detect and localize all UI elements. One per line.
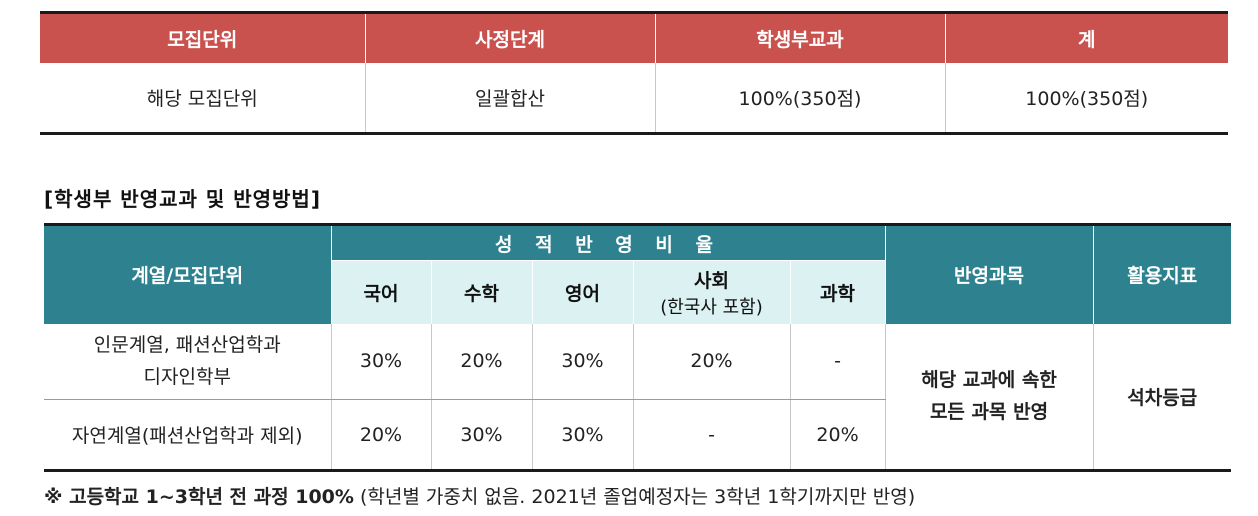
footnote: ※ 고등학교 1~3학년 전 과정 100% (학년별 가중치 없음. 2021… xyxy=(44,482,915,509)
row1-unit-line2: 디자인학부 xyxy=(143,366,231,389)
subjects-reflected: 해당 교과에 속한 모든 과목 반영 xyxy=(884,323,1094,471)
header-english: 영어 xyxy=(531,260,633,324)
header-social: 사회 (한국사 포함) xyxy=(632,260,790,324)
row2-science: 20% xyxy=(789,399,886,471)
header-korean: 국어 xyxy=(330,260,431,324)
cell-record: 100%(350점) xyxy=(654,63,945,134)
header-total: 계 xyxy=(944,12,1228,63)
subjects-reflected-line2: 모든 과목 반영 xyxy=(929,401,1049,424)
cell-stage: 일괄합산 xyxy=(364,63,655,134)
row1-social: 20% xyxy=(632,323,790,400)
row1-unit-line1: 인문계열, 패션산업학과 xyxy=(93,334,281,357)
header-unit: 모집단위 xyxy=(40,12,365,63)
row1-unit: 인문계열, 패션산업학과 디자인학부 xyxy=(44,323,331,400)
row2-korean: 20% xyxy=(330,399,431,471)
footnote-bold: ※ 고등학교 1~3학년 전 과정 100% xyxy=(44,486,354,508)
row1-korean: 30% xyxy=(330,323,431,400)
header-row-1: 계열/모집단위 성 적 반 영 비 율 반영과목 활용지표 xyxy=(44,224,1232,324)
header-social-sub: (한국사 포함) xyxy=(660,296,763,318)
admission-data-row: 해당 모집단위 일괄합산 100%(350점) 100%(350점) xyxy=(40,63,1228,134)
subjects-reflected-line1: 해당 교과에 속한 xyxy=(921,369,1057,392)
header-unit-col: 계열/모집단위 xyxy=(44,224,331,324)
table-row: 인문계열, 패션산업학과 디자인학부 30% 20% 30% 20% - 해당 … xyxy=(44,323,1232,471)
header-math: 수학 xyxy=(430,260,532,324)
row1-english: 30% xyxy=(531,323,633,400)
header-record: 학생부교과 xyxy=(654,12,945,63)
table-row: 자연계열(패션산업학과 제외) 20% 30% 30% - 20% xyxy=(44,399,1231,471)
row1-math: 20% xyxy=(430,323,532,400)
admission-table: 모집단위 사정단계 학생부교과 계 해당 모집단위 일괄합산 100%(350점… xyxy=(40,11,1228,135)
row1-science: - xyxy=(789,323,886,400)
cell-unit: 해당 모집단위 xyxy=(146,88,258,110)
header-subjects-col: 반영과목 xyxy=(884,224,1094,324)
index-used: 석차등급 xyxy=(1092,323,1232,471)
row2-unit: 자연계열(패션산업학과 제외) xyxy=(71,425,303,447)
row2-social: - xyxy=(632,399,790,471)
header-social-label: 사회 xyxy=(694,269,729,292)
header-stage: 사정단계 xyxy=(364,12,655,63)
admission-header-row: 모집단위 사정단계 학생부교과 계 xyxy=(40,12,1228,63)
footnote-normal: (학년별 가중치 없음. 2021년 졸업예정자는 3학년 1학기까지만 반영) xyxy=(353,486,916,508)
row2-english: 30% xyxy=(531,399,633,471)
subject-ratio-table: 계열/모집단위 성 적 반 영 비 율 반영과목 활용지표 국어 수학 영어 사… xyxy=(44,223,1232,472)
section-title: [학생부 반영교과 및 반영방법] xyxy=(44,187,321,211)
header-ratio-group: 성 적 반 영 비 율 xyxy=(330,224,886,261)
cell-total: 100%(350점) xyxy=(944,63,1228,134)
header-index-col: 활용지표 xyxy=(1092,224,1232,324)
row2-math: 30% xyxy=(430,399,532,471)
header-science: 과학 xyxy=(789,260,886,324)
header-row-2: 국어 수학 영어 사회 (한국사 포함) 과학 xyxy=(44,260,1231,324)
